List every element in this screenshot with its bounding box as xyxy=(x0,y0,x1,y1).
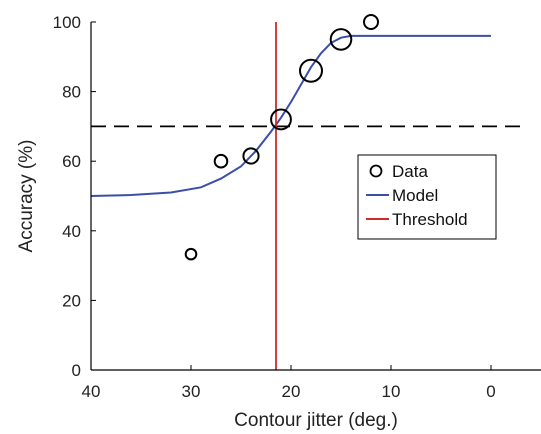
x-axis-title: Contour jitter (deg.) xyxy=(234,410,398,431)
data-point-5 xyxy=(329,28,353,51)
x-tick-label-0: 40 xyxy=(82,382,101,401)
legend: Data Model Threshold xyxy=(357,154,497,240)
y-tick-label-0: 0 xyxy=(72,361,81,380)
x-tick-label-4: 0 xyxy=(486,382,495,401)
data-point-2 xyxy=(242,147,260,165)
y-tick-label-2: 40 xyxy=(62,222,81,241)
data-point-0 xyxy=(184,247,198,261)
data-point-1 xyxy=(213,153,229,169)
y-tick-label-1: 20 xyxy=(62,291,81,310)
y-tick-label-3: 60 xyxy=(62,152,81,171)
x-tick-label-2: 20 xyxy=(282,382,301,401)
legend-threshold-label: Threshold xyxy=(392,210,468,229)
x-tick-label-3: 10 xyxy=(382,382,401,401)
y-tick-label-5: 100 xyxy=(53,13,81,32)
data-point-3 xyxy=(270,108,292,131)
y-tick-label-4: 80 xyxy=(62,83,81,102)
data-point-4 xyxy=(299,58,323,83)
x-tick-label-1: 30 xyxy=(182,382,201,401)
data-point-6 xyxy=(363,14,379,30)
legend-data-label: Data xyxy=(392,162,428,181)
legend-model-label: Model xyxy=(392,186,438,205)
legend-data-marker xyxy=(369,164,383,178)
y-axis-title: Accuracy (%) xyxy=(16,140,37,253)
